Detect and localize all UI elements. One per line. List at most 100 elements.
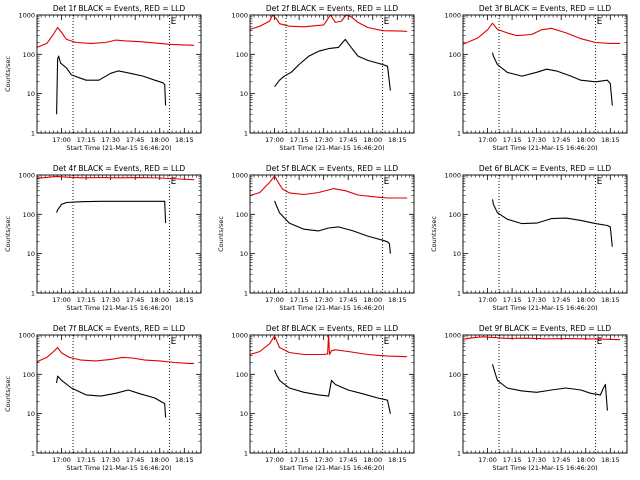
y-tick-label: 100	[236, 211, 248, 219]
x-tick-label: 17:00	[52, 296, 71, 304]
chart-panel-4: Det 4f BLACK = Events, RED = LLD Counts/s…	[4, 164, 202, 312]
series-lld-line	[37, 346, 195, 364]
x-tick-label: 17:45	[552, 456, 571, 464]
y-tick-label: 1	[31, 130, 35, 138]
x-tick-label: 17:30	[314, 136, 333, 144]
y-tick-label: 10	[453, 410, 461, 418]
x-tick-label: 17:30	[101, 136, 120, 144]
x-tick-label: 18:15	[175, 296, 194, 304]
chart-panel-1: Det 1f BLACK = Events, RED = LLD Counts/s…	[4, 4, 202, 152]
y-tick-label: 1	[457, 450, 461, 458]
series-events-line	[56, 55, 167, 115]
marker-label: E	[384, 337, 390, 347]
x-tick-label: 18:15	[601, 136, 620, 144]
series-lld-line	[37, 175, 195, 181]
y-tick-label: 100	[449, 211, 461, 219]
chart-panel-2: Det 2f BLACK = Events, RED = LLD 1 10 100 10…	[231, 4, 415, 152]
y-tick-label: 1000	[231, 332, 248, 340]
x-tick-label: 18:00	[576, 456, 595, 464]
x-axis-label: Start Time (21-Mar-15 16:46:20)	[66, 464, 171, 472]
chart-title: Det 9f BLACK = Events, RED = LLD	[479, 324, 612, 333]
x-tick-label: 17:00	[478, 136, 497, 144]
y-tick-label: 1000	[18, 332, 35, 340]
y-tick-label: 100	[236, 371, 248, 379]
x-tick-label: 18:15	[175, 456, 194, 464]
y-tick-label: 10	[240, 90, 248, 98]
x-tick-label: 17:45	[339, 136, 358, 144]
x-tick-label: 17:00	[478, 456, 497, 464]
x-axis-label: Start Time (21-Mar-15 16:46:20)	[279, 144, 384, 152]
series-events-line	[274, 369, 391, 414]
y-tick-label: 1	[457, 130, 461, 138]
series-group	[250, 335, 408, 414]
x-tick-label: 17:00	[265, 296, 284, 304]
x-tick-label: 17:00	[52, 456, 71, 464]
x-tick-label: 17:15	[77, 456, 96, 464]
x-tick-label: 17:30	[527, 296, 546, 304]
y-tick-label: 100	[449, 51, 461, 59]
plot-frame	[462, 334, 628, 454]
marker-label: E	[171, 177, 177, 187]
series-events-line	[491, 52, 613, 106]
x-tick-label: 17:45	[552, 296, 571, 304]
series-events-line	[274, 200, 391, 254]
x-tick-label: 17:45	[126, 136, 145, 144]
x-tick-label: 17:30	[101, 456, 120, 464]
plot-frame	[249, 334, 415, 454]
x-tick-label: 17:15	[290, 456, 309, 464]
y-tick-label: 1	[457, 290, 461, 298]
series-events-line	[56, 200, 167, 224]
chart-panel-3: Det 3f BLACK = Events, RED = LLD 1 10 100 10…	[444, 4, 628, 152]
chart-title: Det 6f BLACK = Events, RED = LLD	[479, 164, 612, 173]
marker-label: E	[597, 17, 603, 27]
x-tick-label: 17:30	[101, 296, 120, 304]
y-tick-label: 1	[31, 450, 35, 458]
y-tick-label: 100	[23, 211, 35, 219]
chart-title: Det 8f BLACK = Events, RED = LLD	[266, 324, 399, 333]
marker-label: E	[171, 17, 177, 27]
x-axis-label: Start Time (21-Mar-15 16:46:20)	[492, 144, 597, 152]
x-tick-label: 17:00	[265, 456, 284, 464]
y-tick-label: 1000	[18, 172, 35, 180]
series-group	[463, 336, 621, 411]
marker-label: E	[171, 337, 177, 347]
x-tick-label: 17:30	[314, 296, 333, 304]
y-tick-label: 10	[453, 250, 461, 258]
marker-label: E	[597, 337, 603, 347]
series-group	[37, 346, 195, 418]
y-axis-label: Counts/sec	[430, 216, 438, 252]
x-tick-label: 17:00	[478, 296, 497, 304]
x-tick-label: 17:45	[339, 296, 358, 304]
y-tick-label: 10	[27, 90, 35, 98]
x-tick-label: 17:15	[290, 296, 309, 304]
marker-label: E	[384, 177, 390, 187]
x-tick-label: 18:00	[576, 296, 595, 304]
series-group	[463, 22, 621, 106]
chart-title: Det 1f BLACK = Events, RED = LLD	[53, 4, 186, 13]
x-tick-label: 18:15	[388, 456, 407, 464]
x-tick-label: 18:15	[388, 296, 407, 304]
y-tick-label: 1	[244, 130, 248, 138]
marker-label: E	[597, 177, 603, 187]
series-group	[491, 199, 613, 247]
chart-title: Det 4f BLACK = Events, RED = LLD	[53, 164, 186, 173]
x-tick-label: 17:15	[77, 296, 96, 304]
series-group	[37, 26, 195, 115]
series-group	[37, 175, 195, 224]
plot-frame	[36, 334, 202, 454]
x-axis-label: Start Time (21-Mar-15 16:46:20)	[279, 464, 384, 472]
x-tick-label: 18:00	[363, 136, 382, 144]
x-tick-label: 18:15	[601, 456, 620, 464]
plot-frame	[462, 14, 628, 134]
y-tick-label: 1000	[18, 12, 35, 20]
chart-title: Det 7f BLACK = Events, RED = LLD	[53, 324, 186, 333]
x-tick-label: 17:30	[527, 456, 546, 464]
y-axis-label: Counts/sec	[4, 216, 12, 252]
x-tick-label: 17:45	[552, 136, 571, 144]
y-tick-label: 10	[27, 250, 35, 258]
plot-frame	[462, 174, 628, 294]
x-tick-label: 18:00	[576, 136, 595, 144]
y-tick-label: 10	[453, 90, 461, 98]
y-tick-label: 10	[240, 410, 248, 418]
plot-frame	[249, 14, 415, 134]
